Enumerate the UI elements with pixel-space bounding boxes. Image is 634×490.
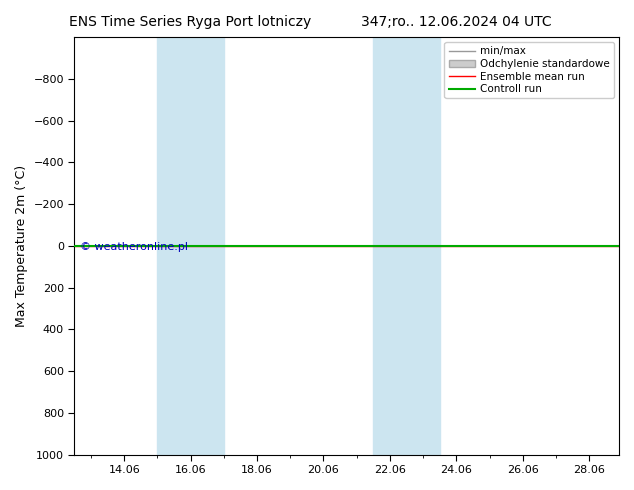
Y-axis label: Max Temperature 2m (°C): Max Temperature 2m (°C) bbox=[15, 165, 28, 327]
Bar bbox=[157, 37, 224, 455]
Text: © weatheronline.pl: © weatheronline.pl bbox=[80, 242, 188, 252]
Bar bbox=[373, 37, 440, 455]
Legend: min/max, Odchylenie standardowe, Ensemble mean run, Controll run: min/max, Odchylenie standardowe, Ensembl… bbox=[444, 42, 614, 98]
Text: 347;ro.. 12.06.2024 04 UTC: 347;ro.. 12.06.2024 04 UTC bbox=[361, 15, 552, 29]
Text: ENS Time Series Ryga Port lotniczy: ENS Time Series Ryga Port lotniczy bbox=[69, 15, 311, 29]
